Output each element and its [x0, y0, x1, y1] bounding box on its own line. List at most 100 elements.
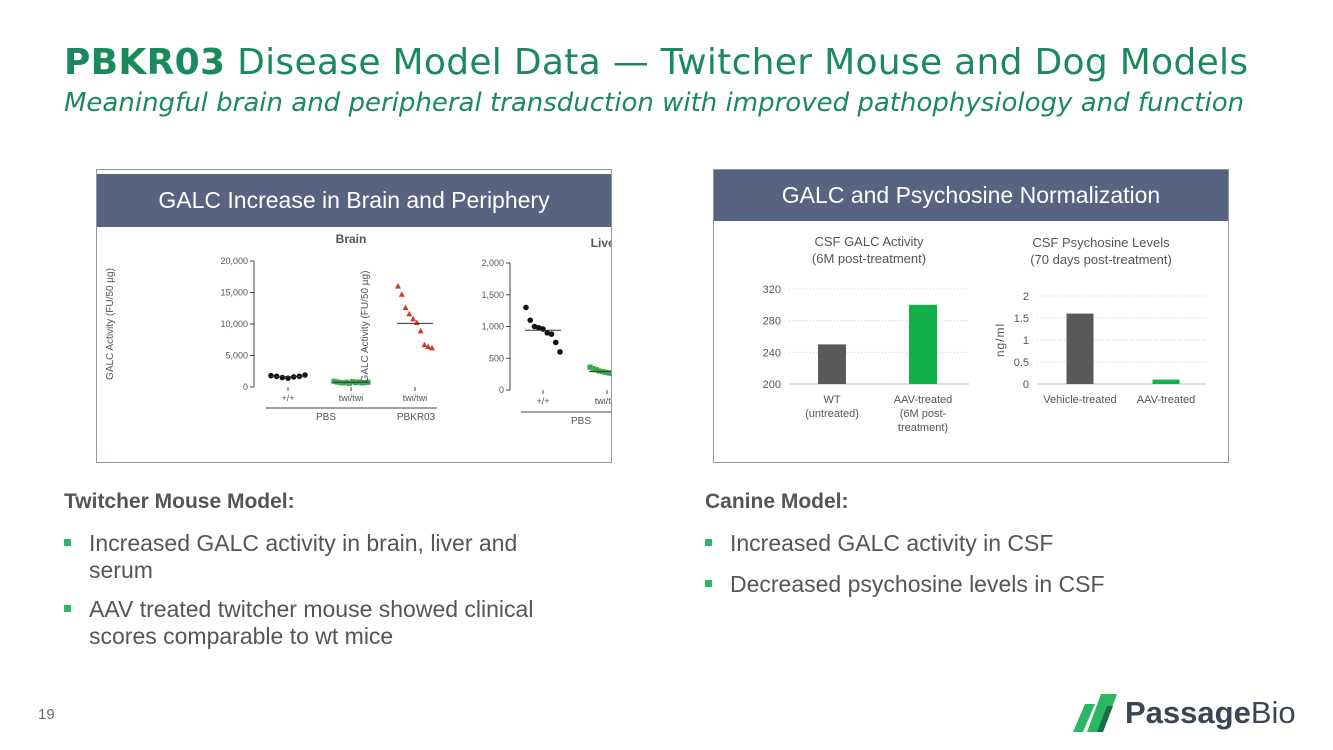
data-point	[398, 291, 405, 297]
x-tick-label: AAV-treated (6M post-treatment)	[894, 394, 953, 434]
group-label: PBKR03	[397, 412, 436, 423]
chart-title: Liver	[591, 236, 611, 250]
y-tick-label: 0	[243, 382, 248, 392]
data-point	[590, 365, 596, 372]
bullet-square-icon	[705, 580, 712, 587]
data-point	[402, 304, 409, 311]
y-tick-label: 20,000	[220, 256, 248, 266]
list-item: Increased GALC activity in brain, liver …	[64, 530, 584, 584]
data-point	[527, 317, 534, 323]
right-panel: GALC and Psychosine Normalization CSF GA…	[713, 169, 1229, 463]
data-point	[340, 380, 346, 386]
data-point	[544, 330, 551, 336]
list-item: Decreased psychosine levels in CSF	[705, 571, 1265, 598]
data-point	[540, 326, 546, 332]
right-charts: CSF GALC Activity (6M post-treatment) 320 2…	[763, 234, 1206, 434]
page-subtitle: Meaningful brain and peripheral transduc…	[64, 88, 1245, 118]
y-tick-label: 2	[1023, 291, 1029, 303]
x-tick-label: twi/twi	[595, 396, 611, 406]
bar	[818, 344, 846, 384]
y-axis-label: GALC Activity (FU/50 µg)	[105, 268, 116, 380]
y-tick-label: 10,000	[220, 319, 248, 329]
right-panel-header: GALC and Psychosine Normalization	[714, 170, 1228, 221]
data-point	[557, 349, 563, 355]
group-label: PBS	[316, 412, 336, 423]
y-tick-label: 280	[763, 316, 781, 328]
y-tick-label: 320	[763, 284, 781, 296]
y-tick-label: 2,000	[481, 258, 504, 268]
data-point	[593, 367, 599, 373]
y-tick-label: 1	[1023, 335, 1029, 347]
mouse-bullet-list: Increased GALC activity in brain, liver …	[64, 530, 584, 662]
brain-chart: Brain 20,000 15,000 10,000 5,000 0 GALC Activi…	[105, 232, 437, 423]
data-point	[429, 344, 435, 351]
x-tick-label: +/+	[281, 393, 294, 403]
x-tick-label: twi/twi	[403, 393, 428, 403]
x-tick-label: WT (untreated)	[805, 394, 859, 420]
y-tick-label: 200	[763, 379, 781, 391]
data-point	[410, 315, 417, 322]
y-tick-label: 1,000	[481, 322, 504, 332]
data-point	[421, 341, 428, 348]
data-point	[417, 327, 424, 334]
mouse-section-title: Twitcher Mouse Model:	[64, 490, 295, 513]
data-point	[535, 324, 542, 331]
canine-section-title: Canine Model:	[705, 490, 849, 513]
x-tick-label: Vehicle-treated	[1043, 394, 1116, 406]
data-point	[523, 304, 529, 311]
y-tick-label: 0	[499, 385, 504, 395]
page-title: PBKR03 Disease Model Data — Twitcher Mou…	[64, 42, 1249, 83]
data-point	[596, 368, 602, 374]
passage-bio-logo: PassageBio	[1073, 694, 1296, 732]
y-tick-label: 1.5	[1014, 313, 1029, 325]
y-tick-label: 500	[489, 353, 504, 363]
bullet-square-icon	[64, 605, 71, 612]
data-point	[279, 374, 286, 381]
group-label: PBS	[571, 416, 591, 427]
y-tick-label: 240	[763, 347, 781, 359]
bullet-square-icon	[64, 539, 71, 546]
x-tick-label: twi/twi	[339, 393, 364, 403]
data-point	[552, 339, 559, 346]
data-point	[531, 323, 538, 330]
data-point	[268, 372, 274, 379]
data-point	[395, 283, 401, 289]
data-point	[587, 364, 593, 370]
y-axis-label: GALC Activity (FU/50 µg)	[360, 271, 371, 383]
bar	[1152, 379, 1180, 384]
x-tick-label: AAV-treated	[1137, 394, 1196, 406]
left-panel-header: GALC Increase in Brain and Periphery	[97, 174, 611, 227]
bar	[1066, 313, 1094, 384]
logo-text: PassageBio	[1125, 695, 1296, 730]
passage-bio-logo-icon	[1073, 694, 1117, 732]
data-point	[425, 343, 432, 350]
bar	[909, 304, 937, 384]
canine-bullet-list: Increased GALC activity in CSF Decreased…	[705, 530, 1265, 610]
data-point	[346, 380, 353, 386]
data-point	[406, 310, 413, 317]
csf-psychosine-chart: CSF Psychosine Levels (70 days post-treat…	[993, 235, 1206, 406]
chart-title: CSF GALC Activity (6M post-treatment)	[812, 234, 926, 266]
y-tick-label: 1,500	[481, 290, 504, 300]
left-charts: Brain 20,000 15,000 10,000 5,000 0 GALC Activi…	[105, 232, 611, 427]
data-point	[602, 369, 609, 375]
y-axis-label: ng/ml	[993, 323, 1007, 357]
y-tick-label: 15,000	[220, 288, 248, 298]
chart-title: CSF Psychosine Levels (70 days post-treat…	[1030, 235, 1172, 267]
csf-galc-chart: CSF GALC Activity (6M post-treatment) 320 2…	[763, 234, 969, 434]
y-tick-label: 0.5	[1014, 357, 1029, 369]
liver-chart: Liver 2,000 1,500 1,000 500 0 GALC Activity (F…	[360, 236, 611, 427]
list-item: Increased GALC activity in CSF	[705, 530, 1265, 557]
data-point	[359, 380, 365, 386]
chart-title: Brain	[336, 232, 367, 246]
left-panel: GALC Increase in Brain and Periphery Bra…	[96, 169, 612, 463]
y-tick-label: 5,000	[225, 351, 248, 361]
bullet-square-icon	[705, 539, 712, 546]
data-point	[548, 331, 555, 337]
x-tick-label: +/+	[536, 396, 549, 406]
data-point	[609, 370, 611, 377]
data-point	[605, 370, 611, 376]
page-number: 19	[38, 706, 55, 723]
data-point	[331, 378, 337, 384]
data-point	[349, 379, 356, 385]
